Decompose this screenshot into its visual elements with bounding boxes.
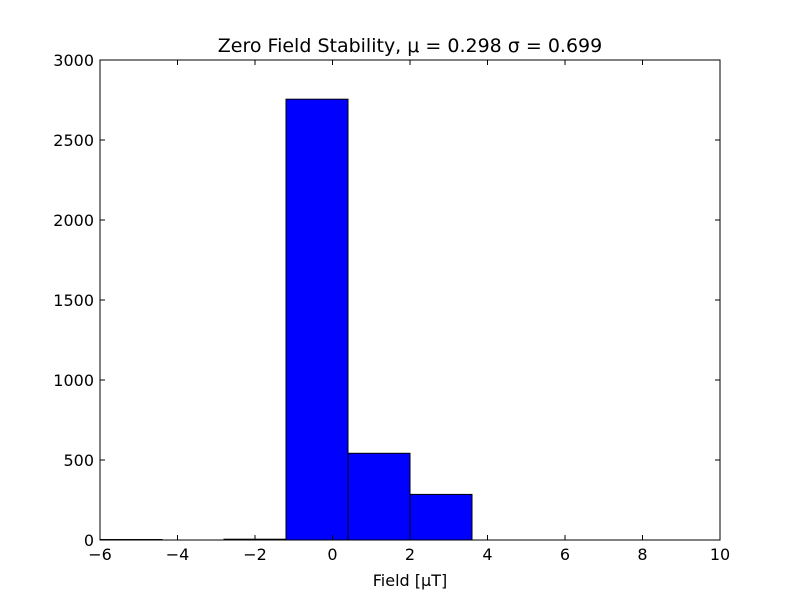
y-tick-label-3: 1500 [53, 291, 94, 310]
histogram-bar-3 [285, 98, 349, 541]
x-axis-label: Field [μT] [373, 571, 447, 590]
y-tick-label-1: 500 [63, 451, 94, 470]
y-tick-label-5: 2500 [53, 131, 94, 150]
x-tick-label-5: 4 [482, 545, 492, 564]
x-tick-label-8: 10 [710, 545, 730, 564]
x-tick-label-7: 8 [637, 545, 647, 564]
x-tick-label-1: −4 [166, 545, 190, 564]
x-tick-label-0: −6 [88, 545, 112, 564]
y-tick-label-4: 2000 [53, 211, 94, 230]
histogram-bar-5 [409, 493, 473, 541]
y-tick-labels: 0 500 1000 1500 2000 2500 3000 [53, 51, 94, 550]
x-tick-label-6: 6 [560, 545, 570, 564]
x-tick-label-2: −2 [243, 545, 267, 564]
x-tick-label-3: 0 [327, 545, 337, 564]
x-tick-labels: −6 −4 −2 0 2 4 6 8 10 [88, 545, 730, 564]
y-tick-label-2: 1000 [53, 371, 94, 390]
axis-ticks [99, 59, 721, 541]
x-tick-label-4: 2 [405, 545, 415, 564]
histogram-bars [99, 98, 473, 541]
y-tick-label-0: 0 [84, 531, 94, 550]
histogram-bar-4 [347, 452, 411, 541]
chart-title: Zero Field Stability, μ = 0.298 σ = 0.69… [218, 35, 602, 57]
y-tick-label-6: 3000 [53, 51, 94, 70]
